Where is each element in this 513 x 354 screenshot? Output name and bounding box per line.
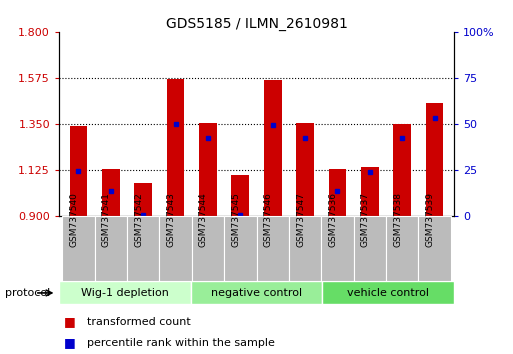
Text: vehicle control: vehicle control bbox=[347, 288, 429, 298]
Bar bbox=[321, 216, 353, 281]
Bar bbox=[199, 123, 217, 216]
Text: GSM737543: GSM737543 bbox=[167, 192, 175, 247]
Text: GSM737539: GSM737539 bbox=[426, 192, 435, 247]
Text: Wig-1 depletion: Wig-1 depletion bbox=[81, 288, 169, 298]
Text: GSM737538: GSM737538 bbox=[393, 192, 402, 247]
Bar bbox=[361, 167, 379, 216]
Bar bbox=[256, 216, 289, 281]
Bar bbox=[328, 169, 346, 216]
Bar bbox=[353, 216, 386, 281]
Bar bbox=[393, 124, 411, 216]
Bar bbox=[426, 103, 443, 216]
Bar bbox=[102, 169, 120, 216]
Bar bbox=[192, 216, 224, 281]
Text: ■: ■ bbox=[64, 336, 76, 349]
Text: GSM737546: GSM737546 bbox=[264, 192, 273, 247]
Text: GSM737544: GSM737544 bbox=[199, 192, 208, 247]
Text: GSM737541: GSM737541 bbox=[102, 192, 111, 247]
Bar bbox=[70, 126, 87, 216]
Bar bbox=[231, 175, 249, 216]
Text: protocol: protocol bbox=[5, 288, 50, 298]
Bar bbox=[419, 216, 451, 281]
Text: GSM737545: GSM737545 bbox=[231, 192, 240, 247]
Bar bbox=[127, 216, 160, 281]
Text: negative control: negative control bbox=[211, 288, 302, 298]
Text: percentile rank within the sample: percentile rank within the sample bbox=[87, 338, 275, 348]
Text: transformed count: transformed count bbox=[87, 316, 191, 327]
Bar bbox=[264, 80, 282, 216]
Bar bbox=[289, 216, 321, 281]
Bar bbox=[134, 183, 152, 216]
Bar bbox=[167, 79, 185, 216]
Text: GSM737542: GSM737542 bbox=[134, 192, 143, 247]
Bar bbox=[59, 281, 191, 304]
Bar bbox=[296, 123, 314, 216]
Text: GSM737536: GSM737536 bbox=[328, 192, 338, 247]
Title: GDS5185 / ILMN_2610981: GDS5185 / ILMN_2610981 bbox=[166, 17, 347, 31]
Text: GSM737537: GSM737537 bbox=[361, 192, 370, 247]
Bar bbox=[94, 216, 127, 281]
Bar bbox=[322, 281, 454, 304]
Bar bbox=[224, 216, 256, 281]
Bar bbox=[160, 216, 192, 281]
Text: ■: ■ bbox=[64, 315, 76, 328]
Text: GSM737540: GSM737540 bbox=[69, 192, 78, 247]
Bar bbox=[386, 216, 419, 281]
Bar bbox=[191, 281, 322, 304]
Bar bbox=[62, 216, 94, 281]
Text: GSM737547: GSM737547 bbox=[296, 192, 305, 247]
